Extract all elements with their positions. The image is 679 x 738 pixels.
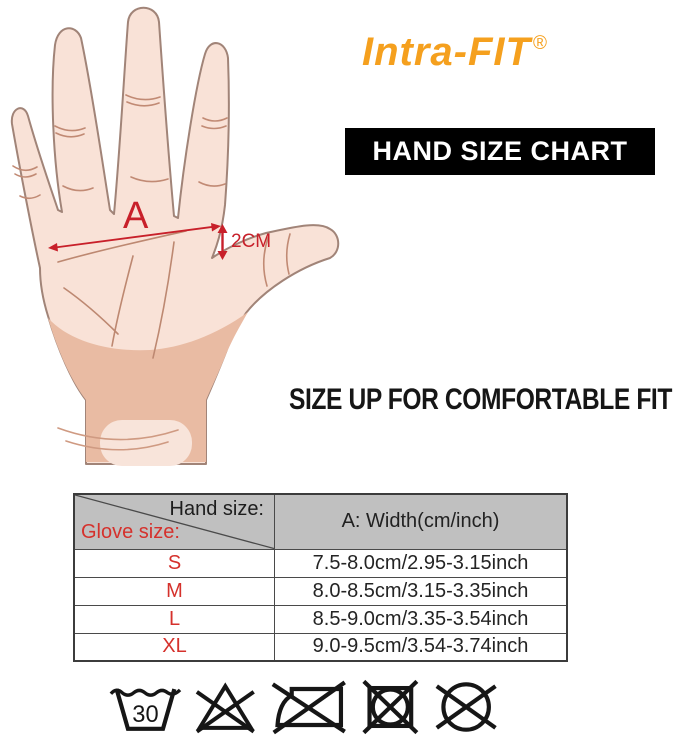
width-value: 7.5-8.0cm/2.95-3.15inch [274,548,568,578]
size-table-header-row: Hand size: Glove size: A: Width(cm/inch) [73,493,568,550]
table-row-xl: XL 9.0-9.5cm/3.54-3.74inch [73,632,568,662]
diagonal-divider-line [75,495,274,549]
hand-size-label: Hand size: [169,498,265,520]
offset-label-2cm: 2CM [231,231,271,252]
width-value: 9.0-9.5cm/3.54-3.74inch [274,632,568,662]
machine-wash-30-icon: 30 [109,687,182,731]
do-not-bleach-icon [195,681,255,733]
table-row-s: S 7.5-8.0cm/2.95-3.15inch [73,548,568,578]
wrist-highlight [100,420,192,466]
table-row-l: L 8.5-9.0cm/3.35-3.54inch [73,604,568,634]
size-value: S [73,548,275,578]
do-not-iron-icon [271,680,346,734]
hand-size-chart-banner: HAND SIZE CHART [345,128,655,175]
care-symbols-row: 30 [109,679,499,734]
size-value: L [73,604,275,634]
offset-2cm-arrow [217,224,228,260]
table-row-m: M 8.0-8.5cm/3.15-3.35inch [73,576,568,606]
size-value: XL [73,632,275,662]
width-value: 8.0-8.5cm/3.15-3.35inch [274,576,568,606]
palm-lines [57,230,187,451]
registered-trademark-icon: ® [532,33,548,54]
width-measure-arrow [48,223,221,252]
width-column-header: A: Width(cm/inch) [274,493,568,550]
do-not-tumble-dry-icon [362,679,419,734]
size-table: Hand size: Glove size: A: Width(cm/inch)… [73,493,568,662]
banner-text: HAND SIZE CHART [372,136,628,166]
hand-measurement-diagram: A 2CM [10,6,340,466]
wash-temperature-label: 30 [132,702,158,728]
size-table-corner-cell: Hand size: Glove size: [73,493,275,550]
finger-creases [12,94,291,287]
size-value: M [73,576,275,606]
hand-shadow [48,312,248,462]
glove-size-label: Glove size: [81,520,180,543]
width-value: 8.5-9.0cm/3.35-3.54inch [274,604,568,634]
do-not-dry-clean-icon [435,681,497,732]
size-up-note: SIZE UP FOR COMFORTABLE FIT [289,383,672,416]
brand-logo: Intra-FIT ® [362,30,548,75]
measure-label-A: A [123,195,149,237]
brand-logo-text: Intra-FIT [362,30,531,74]
